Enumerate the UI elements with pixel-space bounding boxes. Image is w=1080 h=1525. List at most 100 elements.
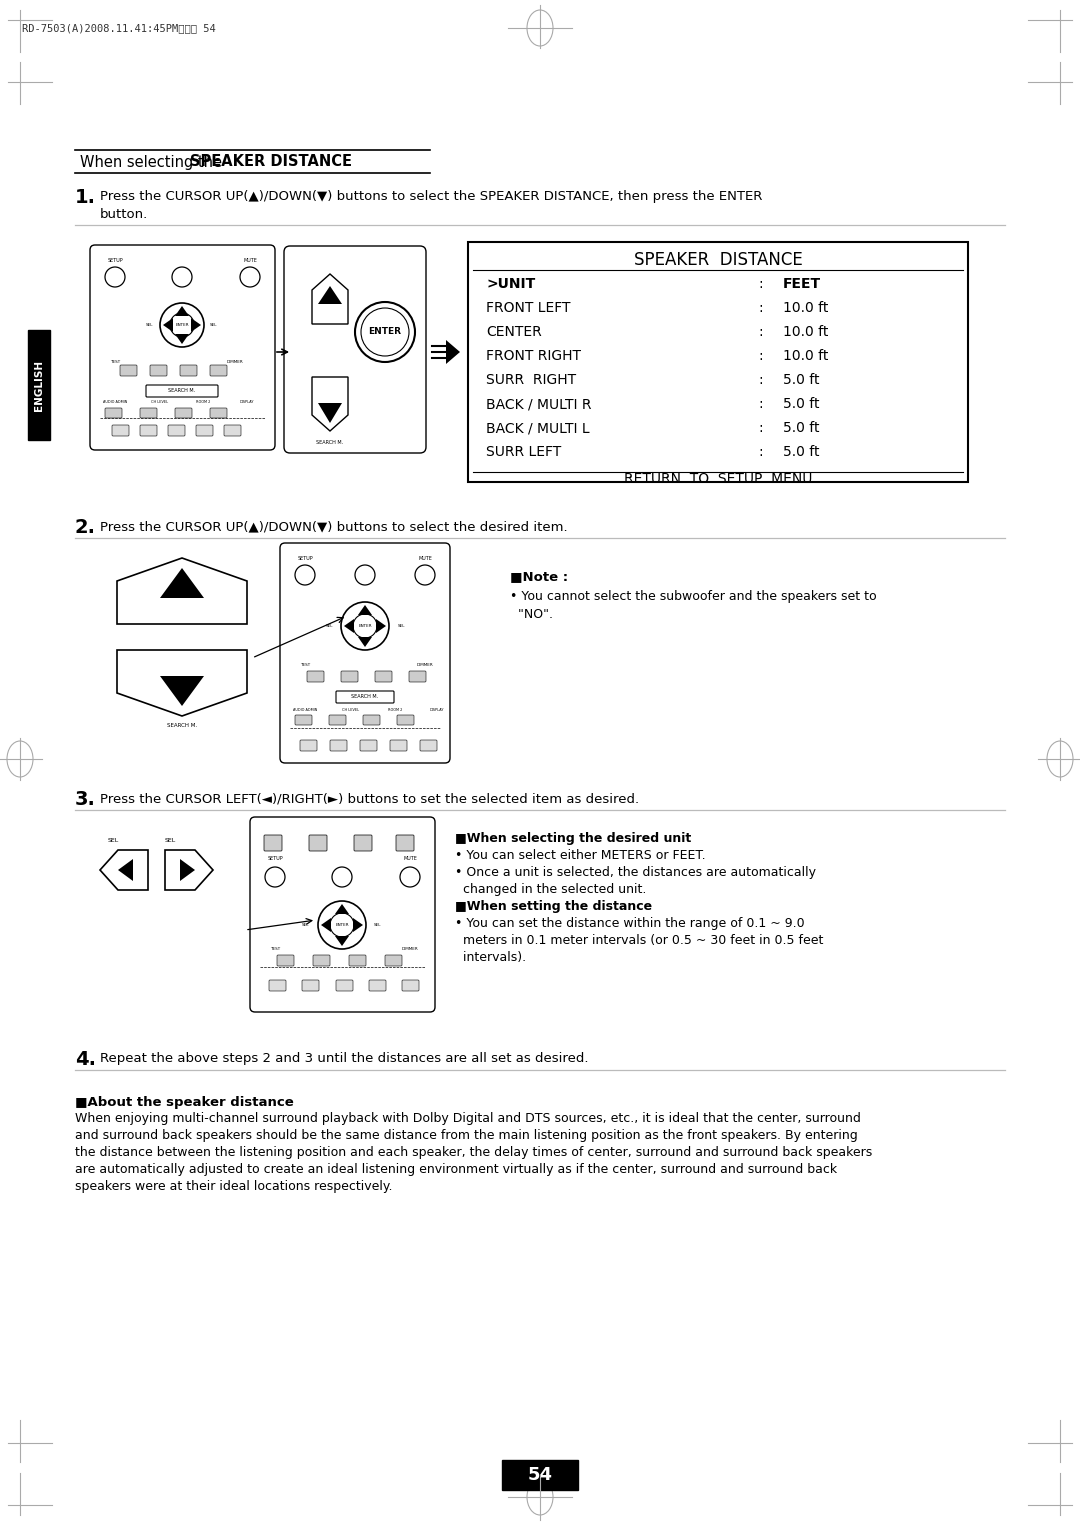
Text: SEL: SEL [211, 323, 218, 326]
Text: :: : [758, 325, 762, 339]
Text: ■When selecting the desired unit: ■When selecting the desired unit [455, 833, 691, 845]
Text: FRONT LEFT: FRONT LEFT [486, 300, 570, 316]
Polygon shape [160, 676, 204, 706]
Polygon shape [180, 859, 195, 881]
FancyBboxPatch shape [90, 246, 275, 450]
Text: 5.0 ft: 5.0 ft [783, 421, 820, 435]
Polygon shape [335, 936, 349, 946]
FancyBboxPatch shape [269, 981, 286, 991]
FancyBboxPatch shape [300, 740, 318, 750]
FancyBboxPatch shape [276, 955, 294, 965]
Text: :: : [758, 300, 762, 316]
Text: ENTER: ENTER [368, 328, 402, 337]
Text: DIMMER: DIMMER [227, 360, 243, 364]
FancyBboxPatch shape [105, 409, 122, 418]
Text: SEL: SEL [165, 839, 176, 843]
Polygon shape [353, 918, 363, 932]
FancyBboxPatch shape [307, 671, 324, 682]
Text: :: : [758, 374, 762, 387]
FancyBboxPatch shape [396, 836, 414, 851]
FancyBboxPatch shape [330, 740, 347, 750]
Text: CENTER: CENTER [486, 325, 542, 339]
FancyBboxPatch shape [360, 740, 377, 750]
Text: DISPLAY: DISPLAY [240, 400, 254, 404]
Text: TEST: TEST [300, 663, 310, 666]
Text: 3.: 3. [75, 790, 96, 808]
Text: 2.: 2. [75, 518, 96, 537]
Text: CH LEVEL: CH LEVEL [151, 400, 168, 404]
Polygon shape [318, 287, 342, 303]
Text: the distance between the listening position and each speaker, the delay times of: the distance between the listening posit… [75, 1145, 873, 1159]
Text: SETUP: SETUP [267, 856, 283, 862]
Text: ■About the speaker distance: ■About the speaker distance [75, 1096, 294, 1109]
Text: • You can select either METERS or FEET.: • You can select either METERS or FEET. [455, 849, 705, 862]
Text: SEARCH M.: SEARCH M. [168, 387, 195, 392]
Bar [75, 152, 430, 172]
FancyBboxPatch shape [349, 955, 366, 965]
FancyBboxPatch shape [146, 384, 218, 396]
Text: When enjoying multi-channel surround playback with Dolby Digital and DTS sources: When enjoying multi-channel surround pla… [75, 1112, 861, 1125]
Text: 5.0 ft: 5.0 ft [783, 374, 820, 387]
Text: TEST: TEST [110, 360, 120, 364]
FancyBboxPatch shape [354, 836, 372, 851]
Text: MUTE: MUTE [418, 557, 432, 561]
Text: ENTER: ENTER [175, 323, 189, 326]
Text: AUDIO ADMIN: AUDIO ADMIN [293, 708, 318, 712]
Text: • Once a unit is selected, the distances are automatically: • Once a unit is selected, the distances… [455, 866, 816, 878]
Polygon shape [357, 637, 372, 647]
Text: 4.: 4. [75, 1051, 96, 1069]
Text: speakers were at their ideal locations respectively.: speakers were at their ideal locations r… [75, 1180, 392, 1193]
FancyBboxPatch shape [180, 364, 197, 377]
FancyBboxPatch shape [140, 409, 157, 418]
Text: :: : [758, 445, 762, 459]
FancyBboxPatch shape [280, 543, 450, 762]
Circle shape [361, 308, 409, 355]
FancyBboxPatch shape [224, 425, 241, 436]
Text: 10.0 ft: 10.0 ft [783, 349, 828, 363]
Text: :: : [758, 349, 762, 363]
Text: • You can set the distance within the range of 0.1 ~ 9.0: • You can set the distance within the ra… [455, 917, 805, 930]
Text: ENGLISH: ENGLISH [33, 360, 44, 410]
Text: SETUP: SETUP [107, 258, 123, 262]
Polygon shape [345, 619, 354, 633]
Text: SETUP: SETUP [297, 557, 313, 561]
Text: BACK / MULTI L: BACK / MULTI L [486, 421, 590, 435]
Text: MUTE: MUTE [403, 856, 417, 862]
Polygon shape [100, 849, 148, 891]
Text: SPEAKER DISTANCE: SPEAKER DISTANCE [190, 154, 352, 169]
Text: :: : [758, 421, 762, 435]
Polygon shape [118, 859, 133, 881]
Text: AUDIO ADMIN: AUDIO ADMIN [103, 400, 127, 404]
Text: SPEAKER  DISTANCE: SPEAKER DISTANCE [634, 252, 802, 268]
Text: SURR  RIGHT: SURR RIGHT [486, 374, 576, 387]
FancyBboxPatch shape [284, 246, 426, 453]
Text: meters in 0.1 meter intervals (or 0.5 ~ 30 feet in 0.5 feet: meters in 0.1 meter intervals (or 0.5 ~ … [455, 933, 823, 947]
FancyBboxPatch shape [168, 425, 185, 436]
FancyBboxPatch shape [295, 715, 312, 724]
Text: SEL: SEL [325, 624, 333, 628]
Text: DISPLAY: DISPLAY [430, 708, 444, 712]
FancyBboxPatch shape [175, 409, 192, 418]
Polygon shape [191, 319, 201, 332]
Text: ■When setting the distance: ■When setting the distance [455, 900, 652, 913]
FancyBboxPatch shape [313, 955, 330, 965]
FancyBboxPatch shape [329, 715, 346, 724]
Text: FRONT RIGHT: FRONT RIGHT [486, 349, 581, 363]
FancyBboxPatch shape [402, 981, 419, 991]
Text: SEL: SEL [302, 923, 310, 927]
Text: DIMMER: DIMMER [417, 663, 433, 666]
Polygon shape [175, 307, 189, 316]
Polygon shape [165, 849, 213, 891]
Polygon shape [318, 403, 342, 422]
Text: Repeat the above steps 2 and 3 until the distances are all set as desired.: Repeat the above steps 2 and 3 until the… [100, 1052, 589, 1064]
Polygon shape [160, 567, 204, 598]
FancyBboxPatch shape [409, 671, 426, 682]
Text: SEL: SEL [108, 839, 119, 843]
FancyBboxPatch shape [336, 691, 394, 703]
Text: "NO".: "NO". [510, 608, 553, 621]
Polygon shape [117, 558, 247, 624]
FancyBboxPatch shape [369, 981, 386, 991]
Text: RETURN  TO  SETUP  MENU: RETURN TO SETUP MENU [624, 473, 812, 486]
FancyBboxPatch shape [309, 836, 327, 851]
Polygon shape [357, 605, 372, 615]
